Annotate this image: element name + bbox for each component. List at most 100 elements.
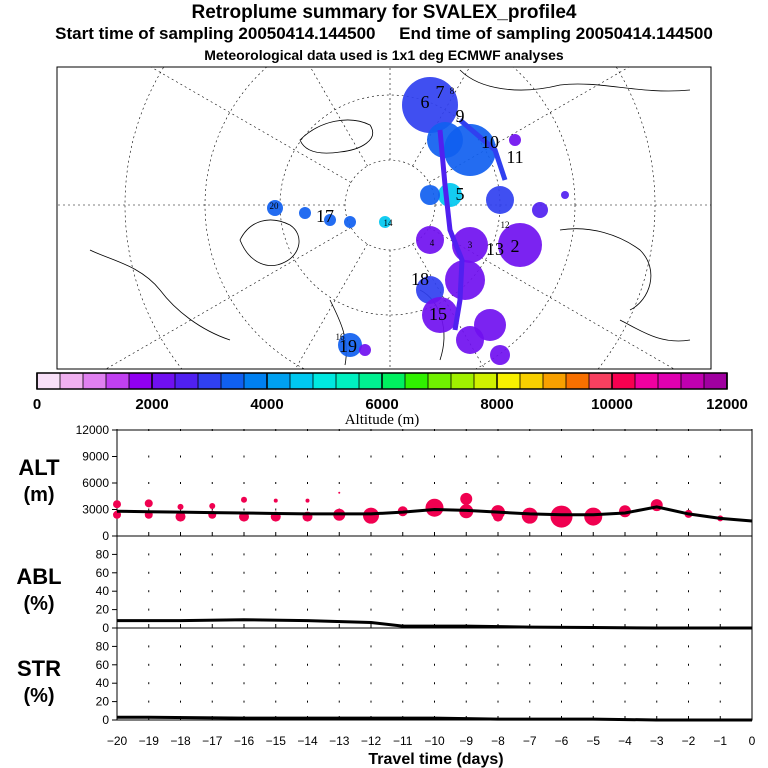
- colorbar-swatch: [83, 373, 107, 389]
- map-day-label: 14: [384, 218, 394, 228]
- panel-ylabel-unit: (m): [23, 484, 54, 506]
- plume-bubble: [416, 226, 444, 254]
- x-tick-label: −4: [618, 734, 632, 748]
- plume-bubble: [486, 186, 514, 214]
- map-day-label: 2: [511, 236, 520, 256]
- plume-bubble: [338, 333, 362, 357]
- x-tick-label: 0: [749, 734, 756, 748]
- colorbar-swatch: [336, 373, 360, 389]
- coastline: [459, 69, 691, 92]
- altitude-bubble: [241, 496, 247, 503]
- altitude-bubble: [209, 502, 216, 509]
- map-day-label: 5: [456, 184, 465, 204]
- altitude-bubble: [177, 503, 184, 510]
- x-tick-label: −18: [170, 734, 191, 748]
- plume-bubble: [422, 297, 458, 333]
- x-axis: −20 −19 −18 −17 −16 −15 −14 −13 −12 −11 −10 −9 −8 −7−…: [107, 734, 756, 768]
- y-tick-label: 60: [96, 658, 110, 672]
- altitude-bubble: [113, 500, 121, 509]
- colorbar-swatch: [635, 373, 659, 389]
- end-time: End time of sampling 20050414.144500: [399, 24, 713, 43]
- map-day-label: 18: [411, 269, 429, 289]
- colorbar-swatch: [290, 373, 314, 389]
- x-tick-label: −13: [329, 734, 350, 748]
- altitude-colorbar: 0 2000 4000 6000 8000 10000 12000 Altitude (m): [33, 372, 748, 428]
- plume-bubble: [532, 202, 548, 218]
- plume-bubble: [267, 200, 283, 216]
- map-day-label: 13: [486, 239, 504, 259]
- x-tick-label: −8: [491, 734, 505, 748]
- plume-trajectory: [437, 129, 465, 331]
- colorbar-swatch: [497, 373, 521, 389]
- panel-ylabel: ABL: [16, 564, 61, 589]
- plume-bubble: [416, 276, 444, 304]
- colorbar-swatch: [474, 373, 498, 389]
- met-data-note: Meteorological data used is 1x1 deg ECMW…: [204, 47, 564, 63]
- polar-map: 2 3 4 5 6 7 89 10 11 12 13 14 15 16 17 18 19 20: [56, 66, 712, 370]
- map-day-label: 11: [506, 147, 523, 167]
- map-day-label: 9: [456, 106, 465, 126]
- y-tick-label: 40: [96, 676, 110, 690]
- panel-ylabel: STR: [17, 656, 61, 681]
- x-tick-label: −20: [107, 734, 128, 748]
- y-tick-label: 6000: [82, 476, 109, 490]
- altitude-bubble: [175, 511, 186, 522]
- coastline: [239, 219, 300, 266]
- x-tick-label: −10: [424, 734, 445, 748]
- colorbar-swatch: [451, 373, 475, 389]
- colorbar-tick-label: 2000: [135, 396, 168, 413]
- start-time: Start time of sampling 20050414.144500: [55, 24, 376, 43]
- y-tick-label: 60: [96, 566, 110, 580]
- coastline: [559, 228, 652, 311]
- y-tick-label: 0: [102, 529, 109, 543]
- colorbar-swatch: [244, 373, 268, 389]
- y-tick-label: 3000: [82, 503, 109, 517]
- colorbar-swatch: [198, 373, 222, 389]
- plume-bubble: [299, 207, 311, 219]
- plume-trajectory: [458, 118, 508, 181]
- map-day-label: 3: [468, 240, 473, 250]
- x-tick-label: −3: [650, 734, 664, 748]
- meridian-line: [105, 227, 352, 369]
- y-tick-label: 0: [102, 621, 109, 635]
- colorbar-label: Altitude (m): [345, 412, 420, 428]
- panel-ylabel-unit: (%): [23, 685, 54, 707]
- colorbar-tick-label: 4000: [250, 396, 283, 413]
- x-tick-label: −7: [523, 734, 537, 748]
- map-day-label: 7: [436, 82, 445, 102]
- altitude-bubble: [144, 499, 153, 508]
- colorbar-tick-label: 0: [33, 396, 41, 413]
- panel-frame: [116, 535, 753, 629]
- map-day-label: 12: [501, 220, 510, 230]
- map-day-label: 6: [421, 92, 430, 112]
- altitude-bubble: [550, 505, 573, 528]
- colorbar-swatch: [405, 373, 429, 389]
- x-tick-label: −17: [202, 734, 223, 748]
- altitude-bubble: [425, 498, 444, 517]
- plume-bubble: [456, 326, 484, 354]
- colorbar-swatch: [37, 373, 61, 389]
- str-fraction-line: [117, 715, 752, 722]
- time-series-panels: 030006000900012000ALT(m)020406080ABL(%)0…: [16, 423, 755, 768]
- altitude-bubble: [305, 498, 310, 503]
- panel-str: 0 20 40 60 80 STR (%): [17, 627, 753, 727]
- colorbar-tick-label: 10000: [591, 396, 633, 413]
- plume-bubble: [490, 345, 510, 365]
- panel-ylabel-unit: (%): [23, 593, 54, 615]
- colorbar-swatch: [221, 373, 245, 389]
- colorbar-swatch: [382, 373, 406, 389]
- colorbar-swatch: [543, 373, 567, 389]
- colorbar-tick-label: 12000: [706, 396, 748, 413]
- colorbar-swatch: [520, 373, 544, 389]
- altitude-bubble: [363, 507, 379, 524]
- map-day-label: 10: [481, 132, 499, 152]
- x-tick-label: −15: [266, 734, 287, 748]
- plume-bubble: [324, 214, 336, 226]
- colorbar-swatch: [566, 373, 590, 389]
- colorbar-tick-label: 8000: [480, 396, 513, 413]
- chart-title: Retroplume summary for SVALEX_profile4: [191, 2, 577, 23]
- map-day-label: 17: [316, 206, 334, 226]
- y-tick-label: 0: [102, 713, 109, 727]
- colorbar-swatch: [704, 373, 728, 389]
- x-tick-label: −1: [713, 734, 727, 748]
